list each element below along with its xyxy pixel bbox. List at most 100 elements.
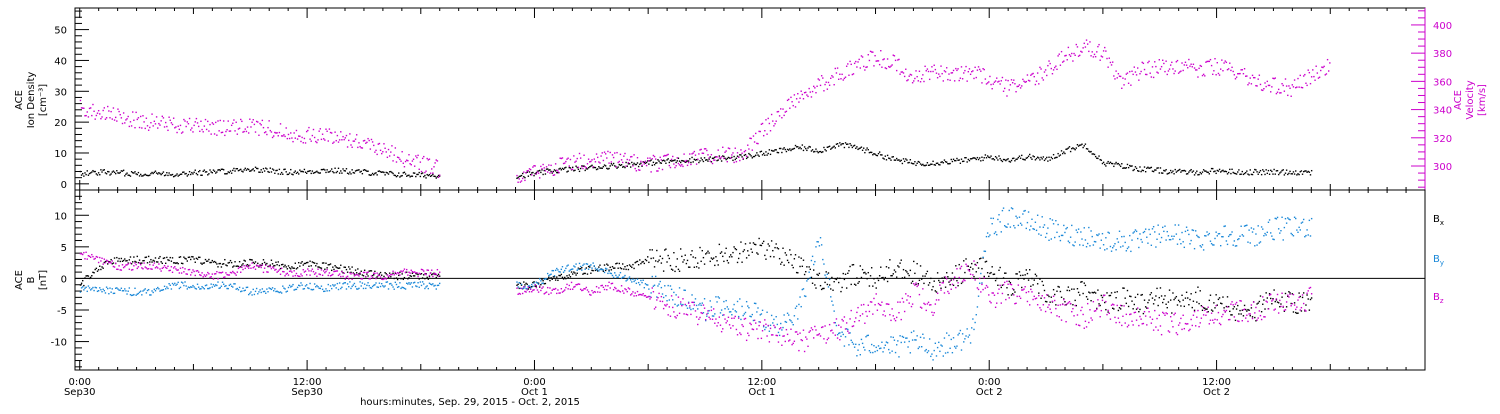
data-point xyxy=(718,149,719,150)
data-point xyxy=(1238,238,1239,239)
data-point xyxy=(1009,210,1010,211)
data-point xyxy=(303,171,304,172)
data-point xyxy=(1086,246,1087,247)
data-point xyxy=(524,177,525,178)
data-point xyxy=(333,269,334,270)
data-point xyxy=(1042,295,1043,296)
data-point xyxy=(140,264,141,265)
data-point xyxy=(381,153,382,154)
data-point xyxy=(637,261,638,262)
data-point xyxy=(603,287,604,288)
data-point xyxy=(770,154,771,155)
data-point xyxy=(864,272,865,273)
data-point xyxy=(1312,69,1313,70)
data-point xyxy=(234,170,235,171)
data-point xyxy=(636,164,637,165)
data-point xyxy=(396,161,397,162)
data-point xyxy=(148,289,149,290)
data-point xyxy=(132,111,133,112)
data-point xyxy=(148,130,149,131)
data-point xyxy=(910,159,911,160)
data-point xyxy=(149,127,150,128)
data-point xyxy=(846,287,847,288)
data-point xyxy=(1178,224,1179,225)
data-point xyxy=(990,218,991,219)
data-point xyxy=(916,76,917,77)
data-point xyxy=(882,351,883,352)
data-point xyxy=(572,167,573,168)
data-point xyxy=(1103,244,1104,245)
data-point xyxy=(1244,68,1245,69)
velocity-tick-label: 340 xyxy=(1433,106,1452,117)
data-point xyxy=(114,257,115,258)
data-point xyxy=(271,260,272,261)
data-point xyxy=(868,305,869,306)
data-point xyxy=(184,281,185,282)
data-point xyxy=(545,170,546,171)
data-point xyxy=(728,262,729,263)
data-point xyxy=(849,266,850,267)
data-point xyxy=(570,159,571,160)
data-point xyxy=(952,272,953,273)
data-point xyxy=(1096,51,1097,52)
data-point xyxy=(1126,303,1127,304)
data-point xyxy=(946,161,947,162)
data-point xyxy=(612,275,613,276)
data-point xyxy=(656,299,657,300)
data-point xyxy=(517,284,518,285)
data-point xyxy=(952,352,953,353)
data-point xyxy=(1119,231,1120,232)
data-point xyxy=(1218,170,1219,171)
data-point xyxy=(1130,296,1131,297)
data-point xyxy=(516,281,517,282)
data-point xyxy=(1289,292,1290,293)
data-point xyxy=(614,272,615,273)
data-point xyxy=(288,265,289,266)
data-point xyxy=(729,256,730,257)
data-point xyxy=(1045,69,1046,70)
data-point xyxy=(1123,287,1124,288)
data-point xyxy=(213,284,214,285)
data-point xyxy=(775,121,776,122)
data-point xyxy=(406,269,407,270)
data-point xyxy=(562,277,563,278)
data-point xyxy=(339,273,340,274)
data-point xyxy=(175,126,176,127)
data-point xyxy=(978,267,979,268)
data-point xyxy=(762,330,763,331)
data-point xyxy=(764,130,765,131)
data-point xyxy=(794,258,795,259)
data-point xyxy=(874,304,875,305)
data-point xyxy=(901,319,902,320)
data-point xyxy=(959,277,960,278)
data-point xyxy=(557,269,558,270)
data-point xyxy=(1173,173,1174,174)
data-point xyxy=(610,152,611,153)
data-point xyxy=(966,80,967,81)
data-point xyxy=(1055,220,1056,221)
data-point xyxy=(745,150,746,151)
data-point xyxy=(162,116,163,117)
data-point xyxy=(346,288,347,289)
data-point xyxy=(309,283,310,284)
data-point xyxy=(604,289,605,290)
data-point xyxy=(257,293,258,294)
data-point xyxy=(334,131,335,132)
data-point xyxy=(812,283,813,284)
data-point xyxy=(1160,287,1161,288)
data-point xyxy=(253,119,254,120)
data-point xyxy=(375,282,376,283)
data-point xyxy=(266,134,267,135)
data-point xyxy=(281,172,282,173)
data-point xyxy=(855,284,856,285)
data-point xyxy=(1169,289,1170,290)
data-point xyxy=(523,286,524,287)
data-point xyxy=(586,287,587,288)
data-point xyxy=(916,163,917,164)
data-point xyxy=(1181,62,1182,63)
data-point xyxy=(242,263,243,264)
data-point xyxy=(231,272,232,273)
data-point xyxy=(425,274,426,275)
data-point xyxy=(1229,169,1230,170)
data-point xyxy=(756,311,757,312)
